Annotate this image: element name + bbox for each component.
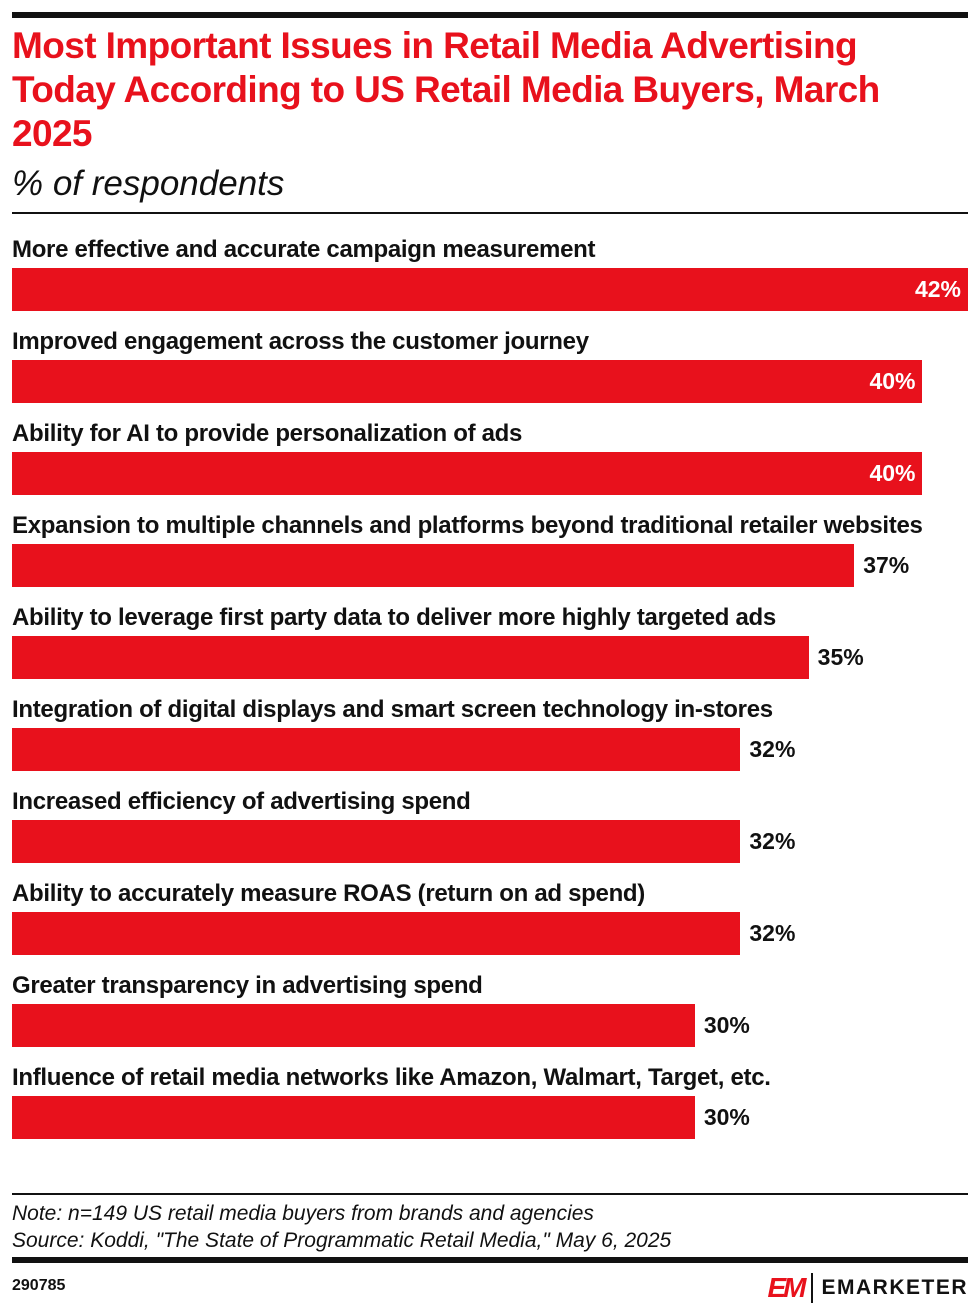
bar-track: 32%	[12, 820, 968, 863]
footer-divider	[12, 1193, 968, 1195]
bar-row: Greater transparency in advertising spen…	[12, 955, 968, 1047]
note-text: Note: n=149 US retail media buyers from …	[12, 1202, 594, 1225]
bar	[12, 636, 809, 679]
bar-track: 30%	[12, 1096, 968, 1139]
category-label: Ability to accurately measure ROAS (retu…	[12, 880, 645, 907]
bar-track: 35%	[12, 636, 968, 679]
bar-row: Influence of retail media networks like …	[12, 1047, 968, 1139]
bar-track: 32%	[12, 728, 968, 771]
header-divider	[12, 212, 968, 214]
value-label: 40%	[869, 368, 916, 394]
chart-subtitle: % of respondents	[12, 164, 285, 203]
category-label: Improved engagement across the customer …	[12, 328, 589, 355]
value-label: 30%	[703, 1104, 750, 1130]
category-label: Integration of digital displays and smar…	[12, 696, 773, 723]
chart-id: 290785	[12, 1277, 66, 1294]
bar	[12, 544, 855, 587]
bar	[12, 912, 741, 955]
bar-track: 30%	[12, 1004, 968, 1047]
category-label: More effective and accurate campaign mea…	[12, 236, 596, 263]
bar-chart: More effective and accurate campaign mea…	[12, 219, 968, 1139]
top-rule	[12, 12, 968, 18]
bar	[12, 1004, 695, 1047]
bar	[12, 820, 741, 863]
value-label: 32%	[749, 920, 796, 946]
category-label: Ability to leverage first party data to …	[12, 604, 776, 631]
bar-row: Integration of digital displays and smar…	[12, 679, 968, 771]
value-label: 35%	[817, 644, 864, 670]
logo-wordmark: EMARKETER	[821, 1276, 968, 1299]
logo-separator	[811, 1273, 814, 1303]
category-label: Influence of retail media networks like …	[12, 1064, 771, 1091]
bar-row: Improved engagement across the customer …	[12, 311, 968, 403]
bar	[12, 268, 968, 311]
bar-row: Ability to leverage first party data to …	[12, 587, 968, 679]
bar-track: 42%	[12, 268, 968, 311]
emarketer-logo: EM EMARKETER	[767, 1272, 968, 1304]
value-label: 32%	[749, 736, 796, 762]
category-label: Ability for AI to provide personalizatio…	[12, 420, 523, 447]
bar-row: More effective and accurate campaign mea…	[12, 219, 968, 311]
bar-row: Expansion to multiple channels and platf…	[12, 495, 968, 587]
bottom-rule	[12, 1257, 968, 1263]
category-label: Increased efficiency of advertising spen…	[12, 788, 471, 815]
bar-track: 40%	[12, 360, 968, 403]
bar	[12, 360, 923, 403]
category-label: Greater transparency in advertising spen…	[12, 972, 483, 999]
bar	[12, 452, 923, 495]
value-label: 40%	[869, 460, 916, 486]
bar	[12, 728, 741, 771]
value-label: 42%	[914, 276, 961, 302]
bar	[12, 1096, 695, 1139]
value-label: 30%	[703, 1012, 750, 1038]
footnotes: Note: n=149 US retail media buyers from …	[12, 1200, 671, 1254]
bar-row: Increased efficiency of advertising spen…	[12, 771, 968, 863]
bar-row: Ability to accurately measure ROAS (retu…	[12, 863, 968, 955]
bar-track: 40%	[12, 452, 968, 495]
bar-row: Ability for AI to provide personalizatio…	[12, 403, 968, 495]
value-label: 37%	[863, 552, 910, 578]
logo-mark: EM	[767, 1272, 806, 1303]
bar-track: 37%	[12, 544, 968, 587]
value-label: 32%	[749, 828, 796, 854]
chart-title: Most Important Issues in Retail Media Ad…	[12, 25, 880, 154]
bar-track: 32%	[12, 912, 968, 955]
source-text: Source: Koddi, "The State of Programmati…	[12, 1229, 672, 1252]
category-label: Expansion to multiple channels and platf…	[12, 512, 923, 539]
